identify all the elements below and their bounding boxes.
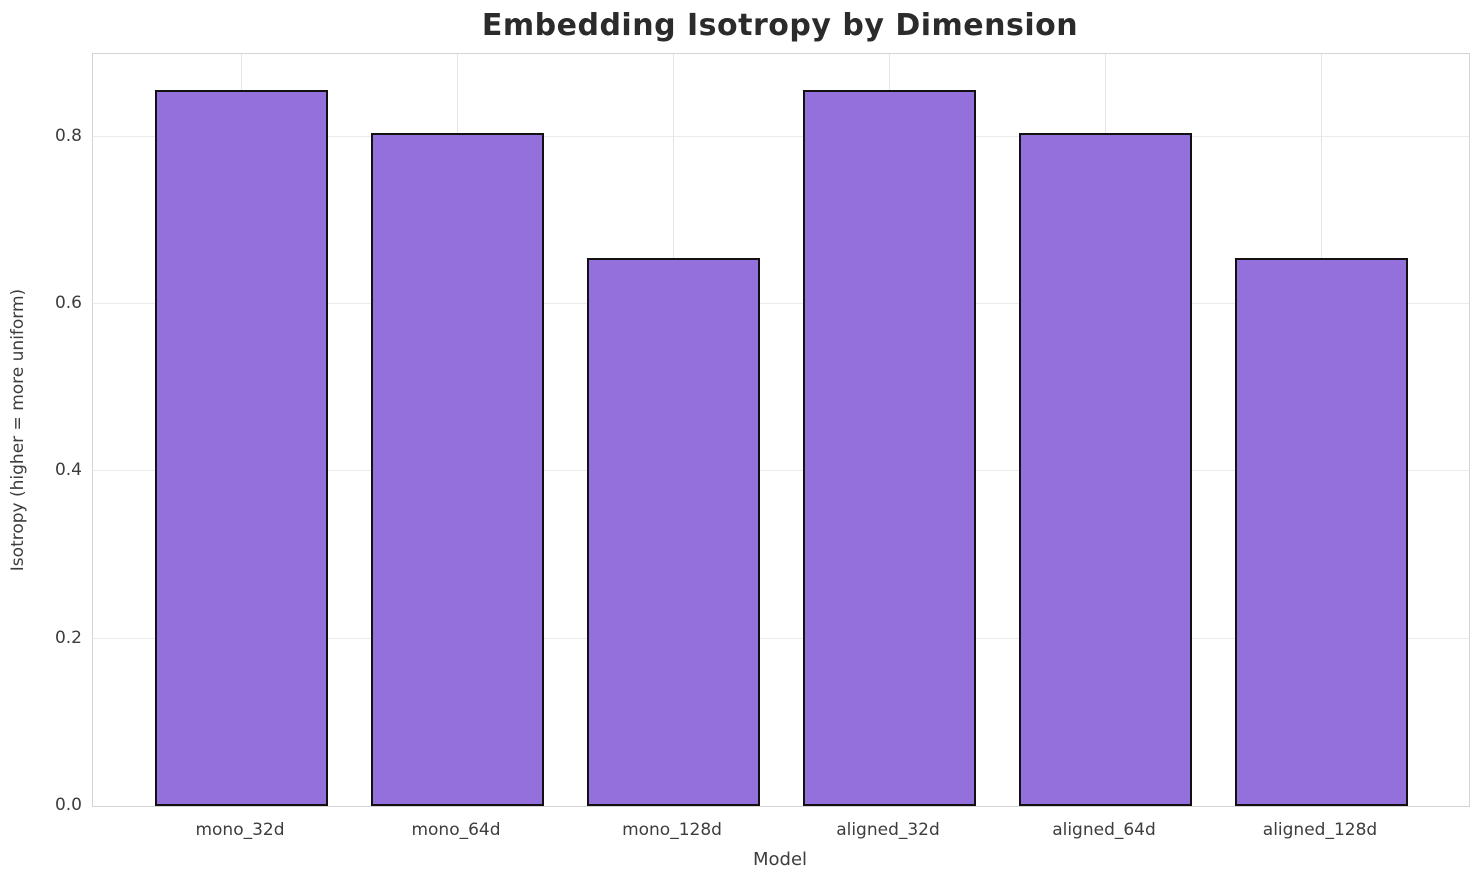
- gridline-horizontal: [93, 303, 1469, 305]
- plot-area: [92, 53, 1470, 807]
- bar-mono_128d: [586, 258, 760, 806]
- gridline-horizontal: [93, 470, 1469, 472]
- x-tick-label-mono_128d: mono_128d: [622, 820, 722, 840]
- x-tick-label-mono_32d: mono_32d: [195, 820, 285, 840]
- y-axis-label: Isotropy (higher = more uniform): [8, 288, 28, 572]
- chart-title: Embedding Isotropy by Dimension: [481, 8, 1079, 43]
- bar-mono_64d: [370, 132, 544, 806]
- x-tick-label-aligned_32d: aligned_32d: [836, 820, 940, 840]
- x-tick-label-mono_64d: mono_64d: [411, 820, 501, 840]
- y-tick-label: 0.6: [54, 293, 82, 314]
- bar-aligned_128d: [1234, 258, 1408, 806]
- gridline-horizontal: [93, 637, 1469, 639]
- y-tick-label: 0.2: [54, 627, 82, 648]
- x-tick-label-aligned_128d: aligned_128d: [1262, 820, 1378, 840]
- x-tick-label-aligned_64d: aligned_64d: [1052, 820, 1156, 840]
- y-tick-label: 0.0: [54, 795, 82, 815]
- gridline-horizontal: [93, 135, 1469, 137]
- x-axis-label: Model: [752, 849, 808, 870]
- bar-aligned_64d: [1018, 132, 1192, 806]
- bar-aligned_32d: [802, 89, 976, 806]
- y-tick-label: 0.4: [54, 460, 82, 481]
- y-tick-label: 0.8: [54, 125, 82, 146]
- bar-mono_32d: [154, 89, 328, 806]
